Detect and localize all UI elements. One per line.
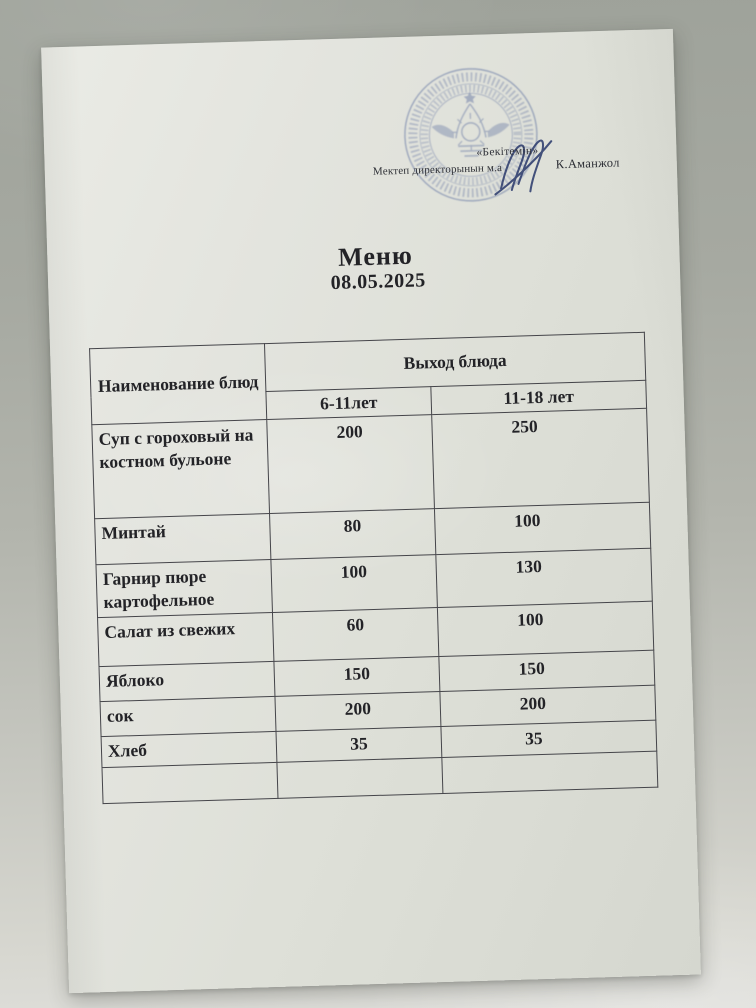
portion-cell: 35 — [276, 726, 442, 763]
portion-cell: 100 — [437, 601, 654, 657]
portion-cell: 60 — [272, 607, 439, 662]
signature-icon — [494, 139, 553, 196]
dish-name-cell — [102, 762, 278, 804]
portion-cell: 80 — [269, 508, 436, 560]
portion-cell: 130 — [435, 548, 653, 608]
dish-name-cell: Гарнир пюре картофельное — [95, 559, 273, 618]
dish-name-cell: Салат из свежих — [97, 612, 274, 667]
dish-name-cell: Минтай — [94, 513, 271, 565]
dish-name-cell: Суп с гороховый на костном бульоне — [91, 419, 270, 519]
signer-name: К.Аманжол — [555, 155, 620, 172]
portion-cell: 100 — [434, 502, 651, 555]
dish-name-cell: Яблоко — [99, 661, 275, 702]
portion-cell: 150 — [273, 656, 440, 697]
column-header-dish-name: Наименование блюд — [89, 343, 267, 425]
menu-table: Наименование блюд Выход блюда 6-11лет 11… — [89, 332, 658, 805]
menu-document-page: «Бекітемін» Мектеп директорынын м.а К.Ам… — [41, 28, 701, 994]
table-row: Суп с гороховый на костном бульоне 200 2… — [91, 408, 650, 519]
portion-cell: 200 — [266, 414, 435, 514]
portion-cell: 100 — [270, 554, 438, 613]
portion-cell — [441, 751, 658, 794]
portion-cell: 200 — [274, 691, 441, 732]
dish-name-cell: сок — [100, 696, 277, 737]
portion-cell: 250 — [431, 408, 650, 509]
portion-cell — [276, 757, 443, 799]
round-state-seal-icon — [404, 68, 538, 202]
